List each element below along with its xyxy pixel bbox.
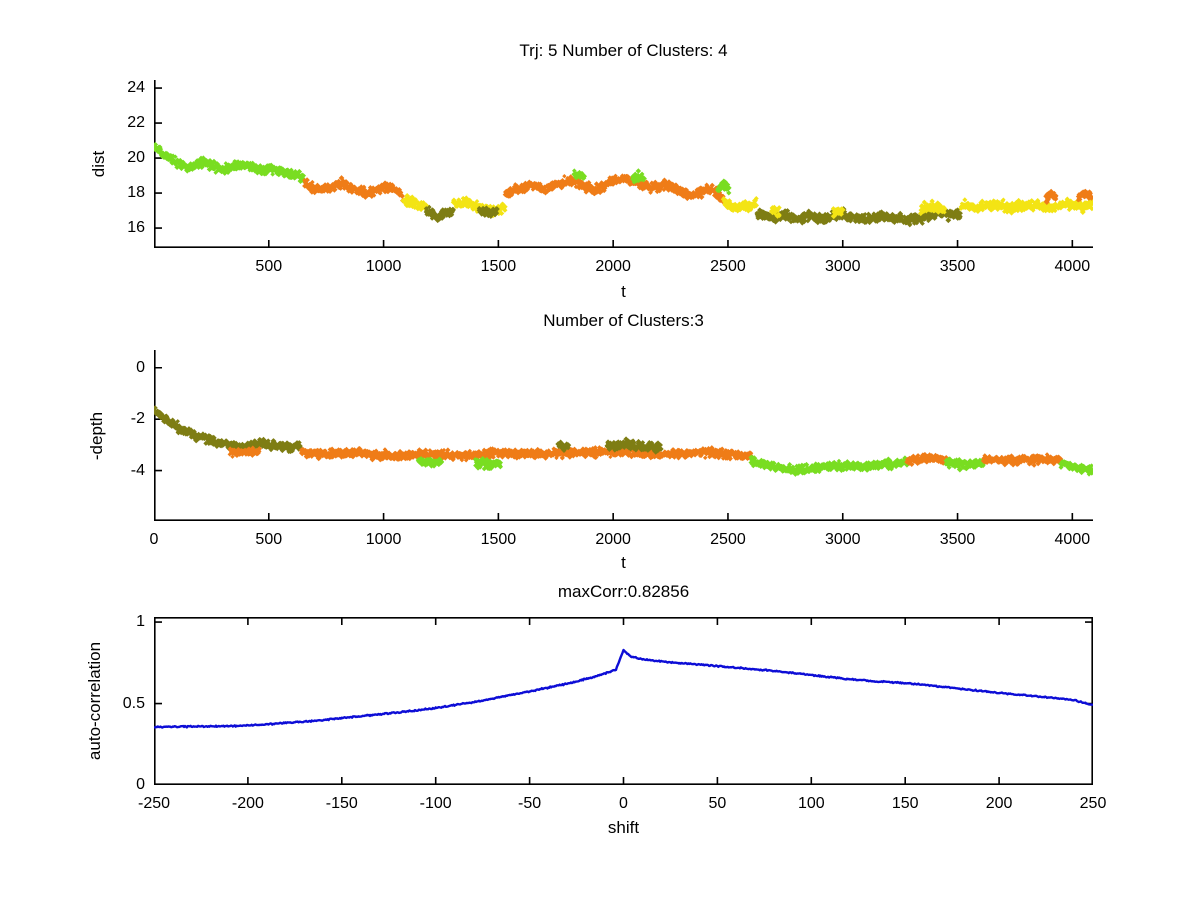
x-tick-label: 1000 xyxy=(365,258,402,275)
subplot1-xlabel: t xyxy=(621,282,626,301)
y-tick-label: 0 xyxy=(136,358,145,376)
y-tick-label: 20 xyxy=(127,149,145,167)
x-tick-label: 3000 xyxy=(824,531,861,548)
x-tick-label: 3500 xyxy=(939,531,976,548)
x-tick-label: 0 xyxy=(149,531,159,548)
subplot1-title: Trj: 5 Number of Clusters: 4 xyxy=(519,41,728,60)
subplot2-title: Number of Clusters:3 xyxy=(543,311,704,330)
x-tick-label: 3500 xyxy=(939,258,976,275)
x-tick-label: -100 xyxy=(419,795,452,812)
x-tick-label: -50 xyxy=(518,795,542,812)
x-tick-label: 4000 xyxy=(1054,258,1091,275)
subplot3-xlabel: shift xyxy=(607,818,640,837)
x-tick-label: 2500 xyxy=(710,258,746,275)
y-tick-label: 1 xyxy=(136,613,145,631)
y-tick-label: 0 xyxy=(136,776,145,793)
y-tick-label: -2 xyxy=(130,410,145,428)
x-tick-label: -250 xyxy=(137,795,171,812)
x-tick-label: 0 xyxy=(619,795,628,812)
subplot2-plot-area xyxy=(154,350,1093,521)
x-tick-label: 1500 xyxy=(480,258,517,275)
subplot2-xlabel: t xyxy=(621,553,626,572)
y-tick-label: 18 xyxy=(127,184,145,202)
x-tick-label: 1000 xyxy=(365,531,402,548)
x-tick-label: 4000 xyxy=(1054,531,1091,548)
x-tick-label: 3000 xyxy=(824,258,861,275)
subplot3-title: maxCorr:0.82856 xyxy=(557,582,690,601)
x-tick-label: 500 xyxy=(255,531,283,548)
y-tick-label: -4 xyxy=(130,461,145,479)
y-tick-label: 0.5 xyxy=(122,694,145,712)
x-tick-label: 500 xyxy=(255,258,283,275)
y-tick-label: 24 xyxy=(127,79,145,97)
x-tick-label: 50 xyxy=(708,795,727,812)
subplot1-plot-area xyxy=(154,80,1093,248)
subplot3-plot-area xyxy=(154,617,1093,785)
x-tick-label: 250 xyxy=(1079,795,1107,812)
x-tick-label: 150 xyxy=(891,795,919,812)
x-tick-label: -200 xyxy=(231,795,264,812)
x-tick-label: 2000 xyxy=(595,258,631,275)
x-tick-label: 200 xyxy=(985,795,1013,812)
x-tick-label: -150 xyxy=(325,795,358,812)
y-tick-label: 16 xyxy=(127,219,145,237)
x-tick-label: 1500 xyxy=(480,531,517,548)
y-tick-label: 22 xyxy=(127,114,145,132)
x-tick-label: 2500 xyxy=(710,531,746,548)
x-tick-label: 100 xyxy=(797,795,825,812)
x-tick-label: 2000 xyxy=(595,531,631,548)
